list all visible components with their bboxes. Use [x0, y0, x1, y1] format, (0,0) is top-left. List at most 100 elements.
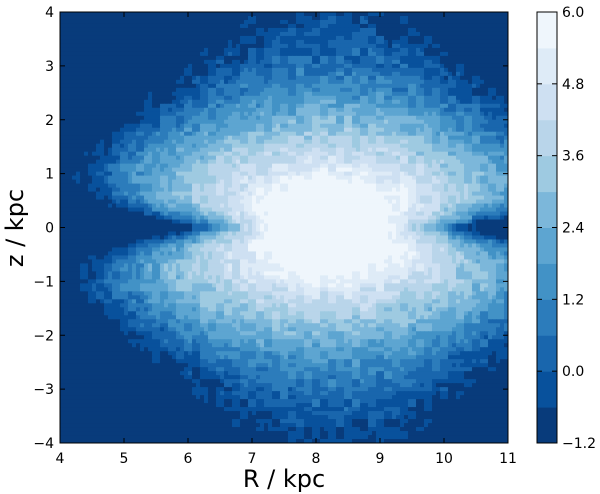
contour-cell: [464, 23, 469, 29]
contour-cell: [180, 71, 185, 77]
contour-cell: [104, 59, 109, 65]
contour-cell: [196, 91, 201, 97]
contour-cell: [320, 95, 325, 101]
contour-cell: [324, 115, 329, 121]
contour-cell: [268, 43, 273, 49]
contour-cell: [300, 155, 305, 161]
contour-cell: [468, 159, 473, 165]
contour-cell: [76, 39, 81, 45]
contour-cell: [96, 187, 101, 193]
contour-cell: [500, 91, 505, 97]
contour-cell: [488, 107, 493, 113]
contour-cell: [348, 19, 353, 25]
contour-cell: [440, 51, 445, 57]
contour-cell: [192, 59, 197, 65]
contour-cell: [76, 103, 81, 109]
contour-cell: [348, 39, 353, 45]
contour-cell: [500, 43, 505, 49]
contour-cell: [328, 163, 333, 169]
contour-cell: [300, 79, 305, 85]
contour-cell: [456, 79, 461, 85]
contour-cell: [180, 175, 185, 181]
contour-cell: [444, 43, 449, 49]
contour-cell: [316, 107, 321, 113]
contour-cell: [276, 63, 281, 69]
contour-cell: [92, 23, 97, 29]
contour-cell: [184, 183, 189, 189]
contour-cell: [216, 147, 221, 153]
contour-cell: [380, 67, 385, 73]
contour-cell: [192, 135, 197, 141]
contour-cell: [232, 31, 237, 37]
contour-cell: [128, 179, 133, 185]
contour-cell: [100, 43, 105, 49]
contour-cell: [184, 155, 189, 161]
contour-cell: [256, 35, 261, 41]
contour-cell: [136, 115, 141, 121]
contour-cell: [388, 119, 393, 125]
contour-cell: [264, 179, 269, 185]
contour-cell: [112, 15, 117, 21]
contour-cell: [240, 59, 245, 65]
contour-cell: [320, 79, 325, 85]
contour-cell: [504, 155, 508, 161]
contour-cell: [88, 123, 93, 129]
contour-cell: [188, 23, 193, 29]
contour-cell: [196, 147, 201, 153]
contour-cell: [164, 31, 169, 37]
contour-cell: [144, 135, 149, 141]
contour-cell: [260, 127, 265, 133]
contour-cell: [88, 15, 93, 21]
contour-cell: [332, 47, 337, 53]
contour-cell: [248, 111, 253, 117]
contour-cell: [300, 135, 305, 141]
contour-cell: [212, 51, 217, 57]
contour-cell: [388, 123, 393, 129]
contour-cell: [252, 147, 257, 153]
contour-cell: [88, 143, 93, 149]
contour-cell: [120, 187, 125, 193]
contour-cell: [120, 151, 125, 157]
contour-cell: [92, 123, 97, 129]
contour-cell: [260, 15, 265, 21]
contour-cell: [448, 59, 453, 65]
contour-cell: [328, 135, 333, 141]
contour-cell: [136, 71, 141, 77]
contour-cell: [244, 147, 249, 153]
contour-cell: [316, 83, 321, 89]
contour-cell: [60, 135, 65, 141]
contour-cell: [368, 75, 373, 81]
contour-cell: [148, 51, 153, 57]
contour-cell: [356, 167, 361, 173]
contour-cell: [172, 187, 177, 193]
contour-cell: [288, 19, 293, 25]
contour-cell: [460, 43, 465, 49]
contour-cell: [188, 111, 193, 117]
contour-cell: [116, 67, 121, 73]
contour-cell: [60, 187, 65, 193]
contour-cell: [340, 175, 345, 181]
contour-cell: [400, 103, 405, 109]
contour-cell: [112, 75, 117, 81]
contour-cell: [292, 15, 297, 21]
contour-cell: [92, 59, 97, 65]
contour-cell: [64, 167, 69, 173]
contour-cell: [312, 171, 317, 177]
contour-cell: [264, 91, 269, 97]
contour-cell: [324, 175, 329, 181]
contour-cell: [252, 67, 257, 73]
contour-cell: [100, 131, 105, 137]
contour-cell: [84, 91, 89, 97]
contour-cell: [80, 63, 85, 69]
contour-cell: [348, 155, 353, 161]
contour-cell: [176, 95, 181, 101]
contour-cell: [440, 119, 445, 125]
contour-cell: [504, 27, 508, 33]
contour-cell: [272, 87, 277, 93]
contour-cell: [388, 95, 393, 101]
contour-cell: [416, 159, 421, 165]
contour-cell: [336, 71, 341, 77]
contour-cell: [196, 175, 201, 181]
contour-cell: [436, 167, 441, 173]
contour-cell: [144, 139, 149, 145]
